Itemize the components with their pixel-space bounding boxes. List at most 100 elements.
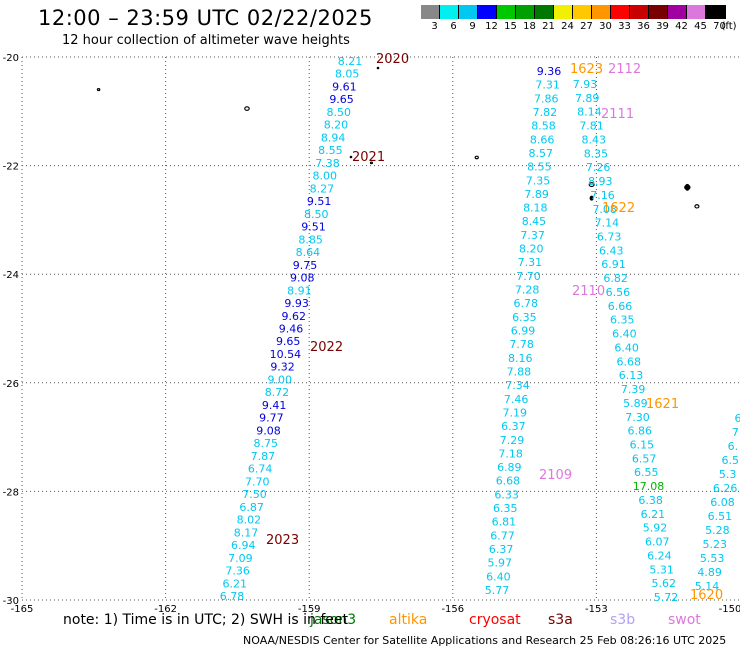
swh-value: 6.40: [614, 341, 639, 354]
swh-value: 8.27: [310, 182, 335, 195]
swh-value: 6.43: [599, 244, 624, 257]
swh-value: 8.00: [312, 170, 337, 183]
swh-value: 6.66: [608, 300, 633, 313]
swh-value: 7.31: [535, 79, 560, 92]
swh-value: 9.75: [293, 259, 318, 272]
swh-value: 6.73: [597, 231, 622, 244]
pass-time-label: 2022: [310, 340, 343, 355]
swh-value: 5.14: [695, 580, 720, 593]
swh-value: 9.08: [256, 424, 281, 437]
lat-tick-label: -26: [3, 379, 19, 390]
satellite-legend-item: s3a: [548, 612, 573, 628]
swh-value: 9.65: [329, 93, 354, 106]
pass-time-label: 2020: [376, 52, 409, 67]
swh-value: 8.55: [527, 161, 552, 174]
lon-tick-label: -159: [298, 604, 321, 615]
satellite-legend-item: altika: [389, 612, 428, 628]
swh-value: 6.68: [617, 355, 642, 368]
swh-value: 7.50: [242, 488, 267, 501]
swh-value: 8.66: [530, 133, 555, 146]
lon-tick-label: -162: [154, 604, 177, 615]
swh-value: 6.15: [630, 438, 655, 451]
swh-value: 8.35: [584, 147, 609, 160]
footer-note: note: 1) Time is in UTC; 2) SWH is in fe…: [63, 612, 349, 628]
swh-value: 8.72: [265, 386, 290, 399]
swh-value: 7: [732, 426, 739, 439]
scale-label: 9: [469, 21, 476, 32]
island: [96, 88, 101, 92]
lon-tick-label: -156: [441, 604, 464, 615]
swh-value: 8.43: [582, 133, 607, 146]
swh-value: 7.70: [245, 475, 270, 488]
swh-value: 7.39: [621, 383, 646, 396]
lon-tick-label: -165: [11, 604, 34, 615]
island: [588, 182, 595, 188]
swh-value: 8.58: [531, 120, 556, 133]
scale-swatch: [611, 5, 630, 19]
scale-label: 39: [656, 21, 669, 32]
lon-tick-label: -150: [719, 604, 740, 615]
swh-value: 5.3: [719, 468, 737, 481]
scale-label: 33: [618, 21, 631, 32]
island: [694, 204, 700, 209]
swh-value: 5.77: [485, 584, 510, 597]
scale-label: 24: [561, 21, 574, 32]
swh-value: 6.35: [493, 502, 518, 515]
swh-value: 7.14: [595, 217, 620, 230]
swh-value: 6.37: [501, 420, 526, 433]
swh-value: 6.08: [710, 496, 735, 509]
pass-time-label: 1623: [570, 62, 603, 77]
swh-value: 10.54: [270, 348, 302, 361]
lat-tick-label: -28: [3, 487, 19, 498]
map-subtitle: 12 hour collection of altimeter wave hei…: [62, 33, 350, 48]
swh-value: 4.89: [697, 566, 722, 579]
swh-value: 6.87: [239, 501, 264, 514]
swh-value: 8.75: [253, 437, 278, 450]
swh-value: 8.94: [321, 131, 346, 144]
swh-value: 7.87: [251, 450, 276, 463]
swh-value: 7.89: [524, 188, 549, 201]
lat-tick-label: -24: [3, 270, 19, 281]
swh-value: 6.13: [619, 369, 644, 382]
swh-value: 6.99: [511, 325, 536, 338]
swh-value: 6.82: [603, 272, 628, 285]
swh-value: 6.07: [645, 536, 670, 549]
swh-value: 8.50: [327, 106, 352, 119]
swh-value: 7.18: [498, 447, 523, 460]
swh-value: 8.85: [298, 233, 323, 246]
scale-label: 30: [599, 21, 612, 32]
pass-time-label: 2023: [266, 533, 299, 548]
swh-value: 9.00: [268, 373, 293, 386]
swh-value: 7.29: [500, 434, 525, 447]
swh-value: 8.91: [287, 284, 312, 297]
swh-value: 5.92: [643, 522, 668, 535]
satellite-legend-item: swot: [668, 612, 701, 628]
swh-value: 8.05: [335, 68, 360, 81]
swh-value: 9.41: [262, 399, 287, 412]
swh-value: 9.77: [259, 412, 284, 425]
scale-label: 70: [713, 21, 726, 32]
scale-label: 45: [694, 21, 707, 32]
swh-value: 6.33: [494, 488, 519, 501]
swh-value: 8.45: [522, 215, 547, 228]
swh-value: 6.40: [612, 328, 637, 341]
swh-value: 7.08: [592, 203, 617, 216]
swh-value: 8.55: [318, 144, 343, 157]
swh-value: 6.77: [490, 529, 515, 542]
scale-swatch: [668, 5, 687, 19]
swh-value: 8.50: [304, 208, 329, 221]
swh-value: 8.20: [324, 119, 349, 132]
swh-value: 8.64: [296, 246, 321, 259]
swh-value: 9.08: [290, 272, 315, 285]
swh-value: 8.14: [577, 106, 602, 119]
satellite-legend-item: cryosat: [469, 612, 521, 628]
swh-value: 7.82: [533, 106, 558, 119]
pass-time-label: 2109: [539, 468, 572, 483]
track-mark-dot: [349, 155, 353, 159]
swh-value: 9.51: [301, 221, 326, 234]
swh-value: 8.17: [234, 526, 259, 539]
pass-time-label: 2111: [601, 107, 634, 122]
swh-value: 9.32: [270, 361, 295, 374]
track-start-dot: [376, 66, 380, 70]
swh-value: 7.19: [503, 406, 528, 419]
